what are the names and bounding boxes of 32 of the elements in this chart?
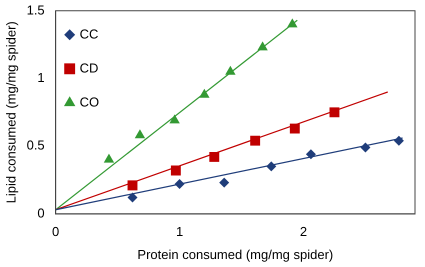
y-tick-label: 0.5 [26,138,45,153]
point [209,152,220,162]
point [250,136,260,146]
x-tick-label: 2 [300,224,308,240]
point [394,136,404,146]
y-axis-title: Lipid consumed (mg/mg spider) [3,21,18,204]
point [170,166,181,176]
point [134,129,146,138]
point [287,18,298,28]
point [266,161,276,172]
x-tick-label: 1 [176,224,184,240]
legend-label: CO [80,94,100,110]
point [219,178,230,188]
point [225,66,236,75]
legend-label: CC [80,26,98,42]
point [174,179,185,190]
point [199,88,210,98]
point [257,41,268,50]
point [306,149,316,160]
x-axis-title: Protein consumed (mg/mg spider) [137,246,334,262]
point [128,180,138,190]
y-tick-label: 1 [37,70,45,86]
point [330,107,340,118]
point [127,192,138,203]
y-tick-label: 0 [37,205,45,220]
legend-label: CD [80,60,98,76]
point [290,124,300,134]
point [104,154,114,163]
point [169,114,180,124]
y-tick-label: 1.5 [26,2,45,18]
point [360,142,370,152]
x-tick-label: 0 [52,224,60,240]
